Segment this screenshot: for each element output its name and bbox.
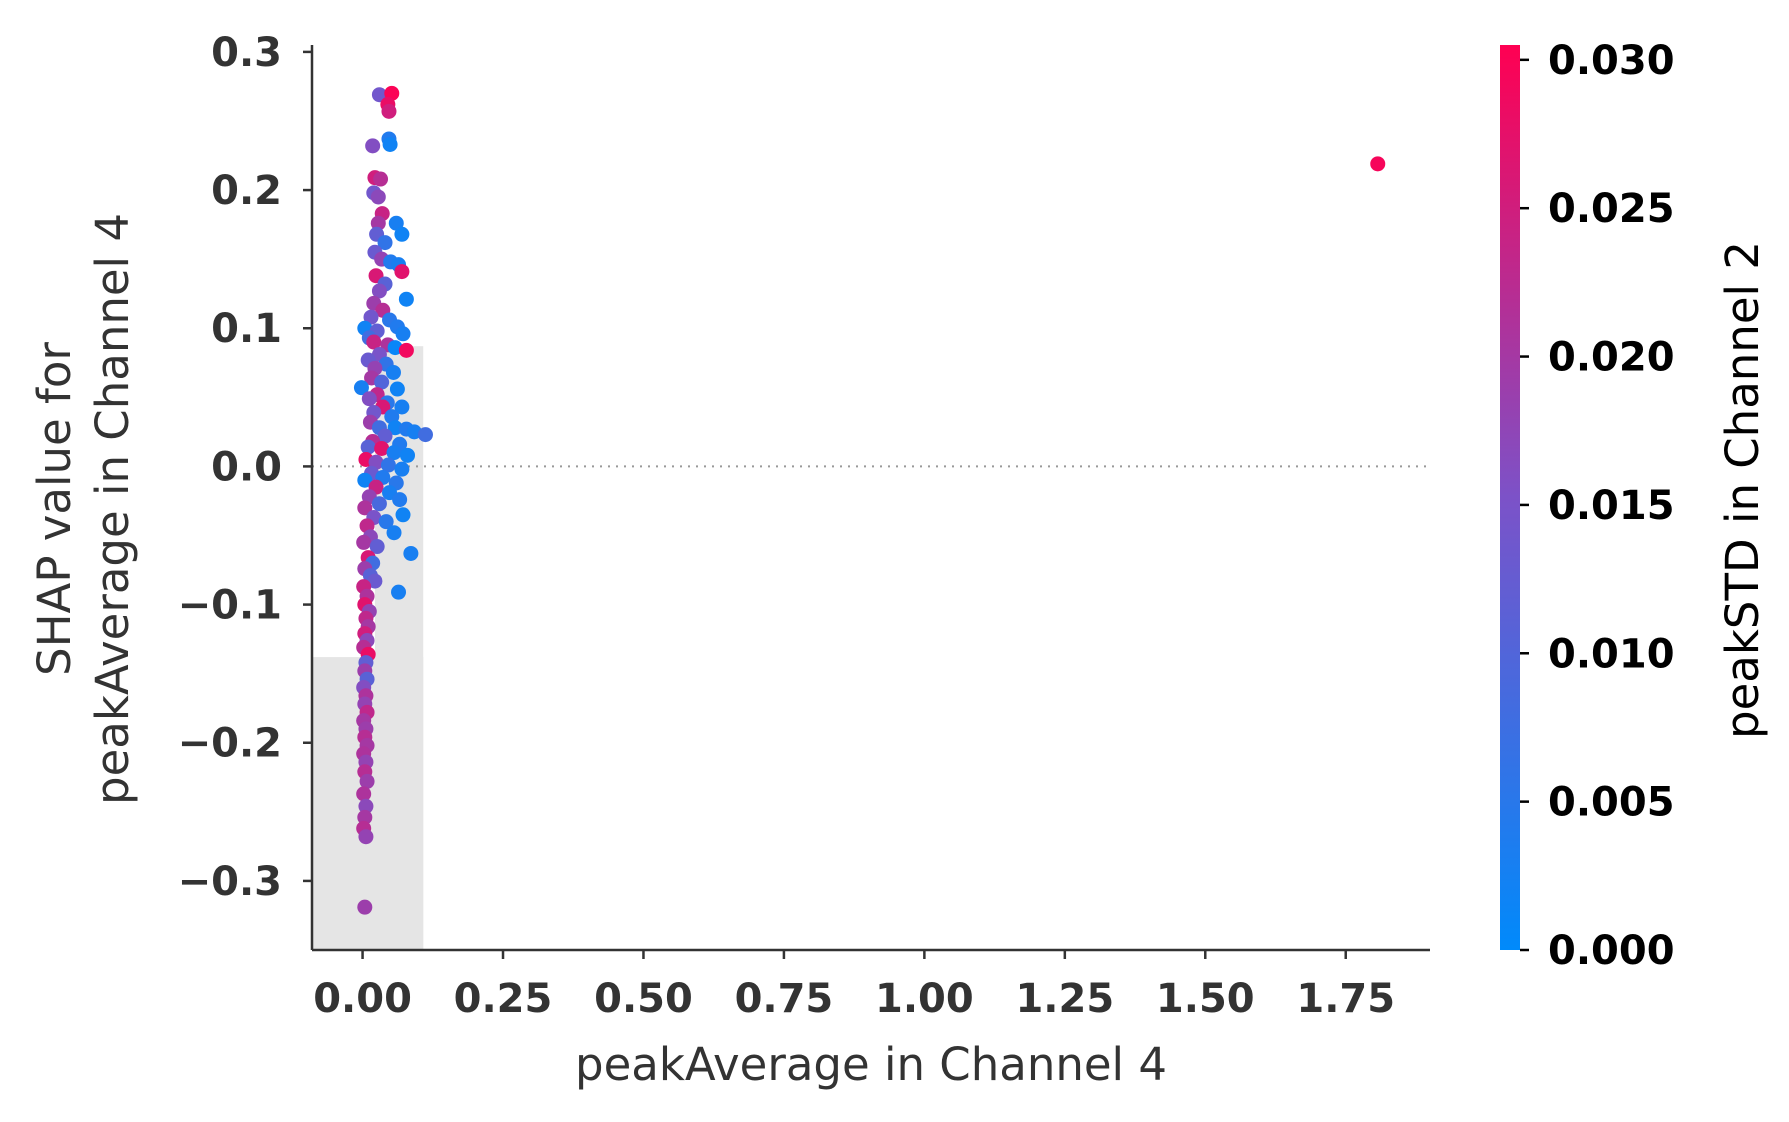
scatter-point	[367, 573, 383, 589]
y-tick-label: 0.0	[211, 444, 282, 490]
scatter-point	[360, 439, 376, 455]
scatter-point	[353, 380, 369, 396]
scatter-point	[391, 584, 407, 600]
scatter-point	[386, 445, 402, 461]
y-tick-label: 0.2	[211, 168, 282, 214]
scatter-point	[371, 87, 387, 103]
x-tick-label: 1.50	[1156, 976, 1255, 1022]
colorbar	[1500, 45, 1520, 950]
y-axis-title-line2: peakAverage in Channel 4	[86, 213, 139, 805]
scatter-point	[388, 215, 404, 231]
scatter-point	[385, 364, 401, 380]
scatter-point	[371, 283, 387, 299]
y-tick-label: −0.2	[178, 721, 282, 767]
colorbar-tick-label: 0.005	[1548, 780, 1675, 826]
scatter-point	[357, 809, 373, 825]
scatter-point	[357, 500, 373, 516]
scatter-point	[358, 829, 374, 845]
scatter-point	[374, 374, 390, 390]
scatter-point	[361, 391, 377, 407]
y-tick-label: 0.3	[211, 30, 282, 76]
x-axis-title: peakAverage in Channel 4	[575, 1038, 1167, 1091]
scatter-point	[377, 235, 393, 251]
scatter-point	[394, 226, 410, 242]
scatter-point	[365, 138, 381, 154]
x-tick-label: 1.25	[1015, 976, 1114, 1022]
scatter-point	[406, 424, 422, 440]
scatter-point	[359, 773, 375, 789]
colorbar-tick-label: 0.020	[1548, 335, 1675, 381]
x-tick-label: 1.75	[1296, 976, 1395, 1022]
scatter-point	[357, 899, 373, 915]
scatter-point	[377, 428, 393, 444]
colorbar-tick-label: 0.000	[1548, 928, 1675, 974]
colorbar-tick-label: 0.015	[1548, 483, 1675, 529]
scatter-point	[357, 472, 373, 488]
y-axis-ticks: −0.3 −0.2 −0.1 0.0 0.1 0.2 0.3	[178, 30, 312, 905]
scatter-point	[417, 427, 433, 443]
scatter-point	[394, 461, 410, 477]
scatter-point	[398, 342, 414, 358]
scatter-point	[374, 440, 390, 456]
colorbar-tick-label: 0.030	[1548, 38, 1675, 84]
scatter-point	[370, 189, 386, 205]
y-tick-label: −0.3	[178, 859, 282, 905]
colorbar-tick-label: 0.010	[1548, 631, 1675, 677]
scatter-point	[358, 798, 374, 814]
scatter-point	[387, 340, 403, 356]
scatter-point	[400, 447, 416, 463]
scatter-point	[387, 420, 403, 436]
scatter-point	[370, 215, 386, 231]
scatter-point	[403, 545, 419, 561]
scatter-point	[386, 525, 402, 541]
x-tick-label: 1.00	[875, 976, 974, 1022]
scatter-point	[394, 264, 410, 280]
scatter-point	[381, 103, 397, 119]
scatter-point	[380, 457, 396, 473]
scatter-point	[363, 309, 379, 325]
scatter-point	[395, 326, 411, 342]
colorbar-ticks: 0.000 0.005 0.010 0.015 0.020 0.025 0.030	[1520, 38, 1675, 974]
scatter-point	[389, 381, 405, 397]
scatter-point	[394, 399, 410, 415]
y-tick-label: 0.1	[211, 306, 282, 352]
scatter-point	[356, 534, 372, 550]
scatter-point	[378, 514, 394, 530]
x-tick-label: 0.00	[313, 976, 412, 1022]
scatter-points	[353, 85, 1386, 915]
x-tick-label: 0.50	[594, 976, 693, 1022]
scatter-point	[395, 507, 411, 523]
scatter-point	[382, 136, 398, 152]
scatter-point	[398, 291, 414, 307]
y-axis-title-line1: SHAP value for	[28, 342, 81, 676]
y-tick-label: −0.1	[178, 583, 282, 629]
scatter-point	[392, 492, 408, 508]
scatter-point	[366, 334, 382, 350]
x-tick-label: 0.75	[735, 976, 834, 1022]
scatter-point	[369, 539, 385, 555]
scatter-point	[1370, 156, 1386, 172]
scatter-point	[356, 786, 372, 802]
colorbar-title: peakSTD in Channel 2	[1716, 241, 1769, 739]
scatter-point	[371, 496, 387, 512]
scatter-point	[373, 171, 389, 187]
x-tick-label: 0.25	[454, 976, 553, 1022]
x-axis-ticks: 0.00 0.25 0.50 0.75 1.00 1.25 1.50 1.75	[313, 950, 1395, 1022]
colorbar-tick-label: 0.025	[1548, 186, 1675, 232]
